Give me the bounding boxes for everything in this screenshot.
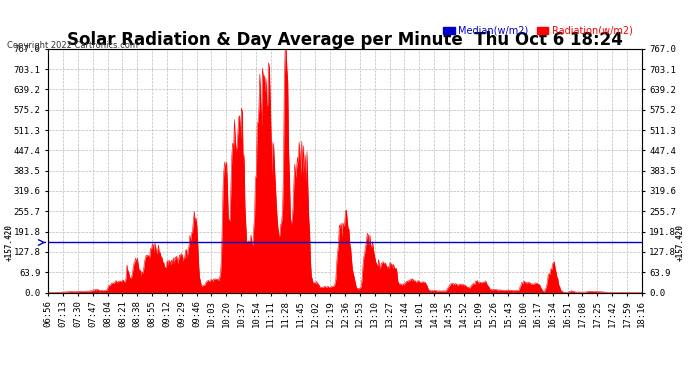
Title: Solar Radiation & Day Average per Minute  Thu Oct 6 18:24: Solar Radiation & Day Average per Minute… (67, 31, 623, 49)
Text: Copyright 2022 Cartronics.com: Copyright 2022 Cartronics.com (7, 41, 138, 50)
Legend: Median(w/m2), Radiation(w/m2): Median(w/m2), Radiation(w/m2) (439, 22, 637, 40)
Text: +157.420: +157.420 (5, 224, 14, 261)
Text: +157.420: +157.420 (676, 224, 685, 261)
